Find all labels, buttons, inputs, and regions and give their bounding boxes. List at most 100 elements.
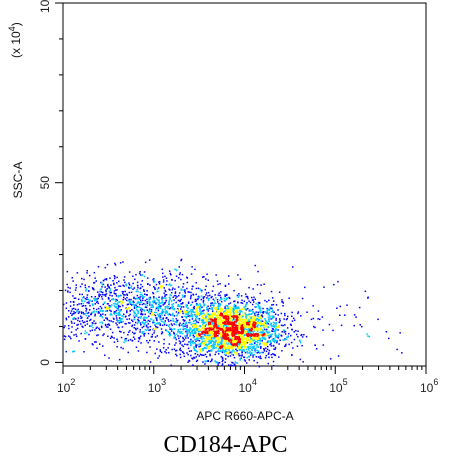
event-point [149, 325, 152, 328]
event-point [231, 334, 234, 336]
event-point [266, 328, 268, 331]
event-point [90, 318, 92, 321]
event-point [195, 306, 197, 308]
event-point [229, 328, 232, 330]
event-point [67, 335, 70, 337]
event-point [87, 298, 90, 301]
event-point [265, 344, 267, 346]
event-point [275, 340, 278, 342]
event-point [105, 278, 108, 280]
event-point [73, 317, 75, 319]
event-point [85, 290, 87, 292]
event-point [179, 341, 182, 343]
event-point [214, 341, 216, 343]
event-point [221, 308, 224, 310]
event-point [151, 314, 153, 316]
event-point [103, 319, 105, 321]
event-point [70, 331, 73, 333]
event-point [257, 315, 260, 318]
event-point [243, 334, 246, 337]
event-point [147, 326, 149, 329]
event-point [176, 296, 178, 298]
event-point [76, 272, 79, 274]
event-point [86, 320, 88, 322]
event-point [126, 309, 128, 311]
event-point [178, 305, 180, 307]
event-point [261, 314, 263, 317]
event-point [249, 331, 252, 333]
event-point [189, 340, 192, 342]
event-point [72, 280, 74, 282]
event-point [196, 359, 199, 362]
event-point [216, 361, 218, 363]
event-point [239, 341, 241, 343]
event-point [160, 351, 163, 354]
event-point [100, 291, 102, 293]
event-point [253, 330, 256, 332]
event-point [213, 335, 216, 337]
event-point [214, 335, 216, 338]
event-point [112, 280, 114, 282]
event-point [230, 333, 232, 335]
event-point [128, 291, 131, 294]
event-point [213, 307, 215, 309]
event-point [86, 270, 88, 272]
event-point [203, 340, 206, 343]
event-point [102, 303, 104, 306]
event-point [86, 301, 88, 304]
event-point [249, 338, 252, 340]
event-point [243, 319, 245, 322]
event-point [312, 305, 314, 307]
event-point [227, 355, 229, 358]
event-point [196, 311, 198, 314]
event-point [276, 326, 278, 328]
event-point [235, 362, 237, 364]
event-point [203, 354, 205, 357]
event-point [208, 323, 210, 325]
event-point [225, 297, 228, 299]
event-point [156, 335, 159, 337]
event-point [209, 321, 211, 323]
event-point [221, 298, 223, 300]
event-point [264, 299, 266, 302]
event-point [125, 340, 127, 342]
event-point [146, 302, 149, 305]
event-point [223, 324, 226, 326]
event-point [196, 335, 198, 337]
event-point [208, 329, 211, 332]
event-point [133, 296, 135, 299]
event-point [235, 338, 237, 341]
event-point [144, 316, 146, 318]
event-point [105, 290, 107, 293]
event-point [147, 323, 150, 325]
event-point [314, 344, 316, 346]
event-point [264, 322, 267, 324]
event-point [157, 305, 160, 308]
event-point [255, 329, 257, 332]
event-point [146, 351, 148, 354]
event-point [207, 340, 210, 343]
event-point [63, 303, 65, 306]
event-point [262, 342, 265, 345]
event-point [202, 296, 205, 299]
event-point [111, 304, 113, 306]
event-point [135, 304, 137, 306]
event-point [63, 326, 65, 329]
event-point [170, 328, 172, 330]
event-point [115, 306, 118, 308]
event-point [244, 331, 247, 333]
event-point [234, 351, 236, 353]
event-point [235, 332, 237, 335]
event-point [204, 341, 206, 344]
event-point [135, 297, 137, 300]
event-point [150, 318, 153, 321]
event-point [203, 342, 206, 345]
event-point [179, 331, 182, 333]
event-point [108, 286, 110, 288]
event-point [233, 350, 236, 352]
event-point [266, 312, 268, 314]
event-point [189, 332, 191, 334]
event-point [201, 318, 204, 320]
event-point [201, 336, 204, 338]
event-point [235, 328, 237, 330]
